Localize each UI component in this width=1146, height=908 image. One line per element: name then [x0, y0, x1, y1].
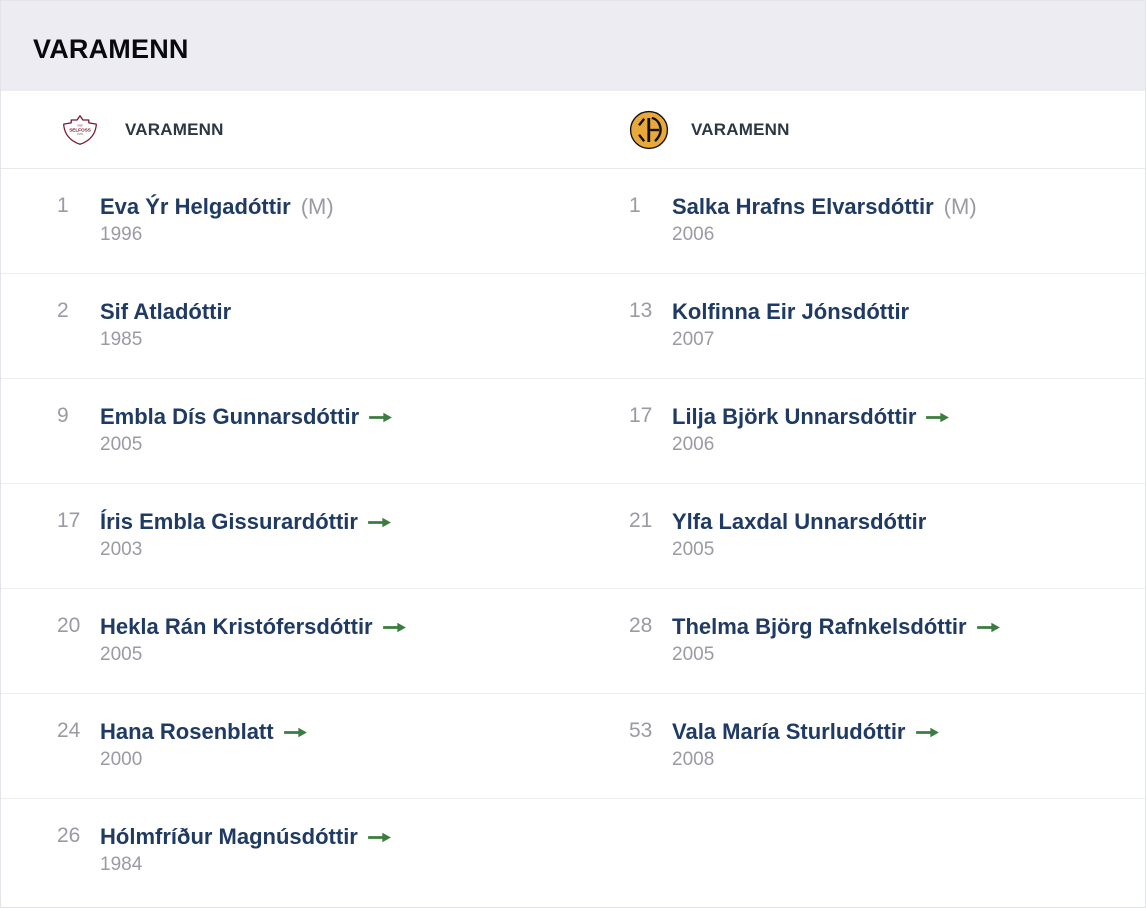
svg-text:1955: 1955 — [77, 132, 84, 136]
svg-text:UMF: UMF — [77, 123, 84, 127]
svg-text:SELFOSS: SELFOSS — [69, 127, 91, 133]
